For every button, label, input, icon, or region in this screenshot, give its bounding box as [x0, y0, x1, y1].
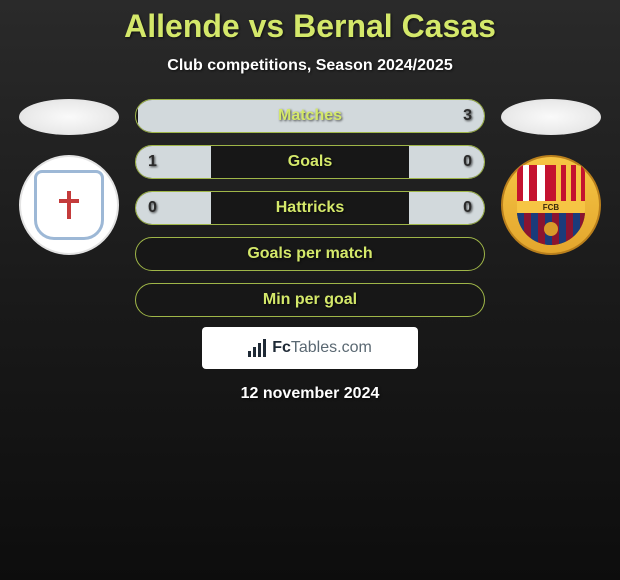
right-player-photo	[501, 99, 601, 135]
bars-icon	[248, 339, 266, 357]
left-player-column	[19, 99, 119, 255]
stat-bar: Min per goal	[135, 283, 485, 317]
stat-label: Min per goal	[263, 291, 357, 309]
right-player-column: FCB	[501, 99, 601, 255]
barca-shield-icon: FCB	[517, 165, 585, 245]
stat-bar: Goals per match	[135, 237, 485, 271]
stat-value-right: 0	[463, 199, 472, 217]
stats-column: Matches 3 Goals 1 0 Hattricks 0 0 Goals per matc…	[135, 99, 485, 317]
stat-fill-right	[409, 145, 485, 179]
stat-value-right: 0	[463, 153, 472, 171]
stat-value-left: 0	[148, 199, 157, 217]
stat-bar: Matches 3	[135, 99, 485, 133]
stat-value-left: 1	[148, 153, 157, 171]
left-player-photo	[19, 99, 119, 135]
stat-label: Goals per match	[247, 245, 372, 263]
celta-shield-icon	[34, 170, 104, 240]
stat-fill-left	[135, 145, 211, 179]
main-row: Matches 3 Goals 1 0 Hattricks 0 0 Goals per matc…	[0, 99, 620, 317]
page-title: Allende vs Bernal Casas	[0, 8, 620, 45]
brand-text: FcTables.com	[272, 339, 372, 357]
source-badge: FcTables.com	[202, 327, 418, 369]
stat-label: Goals	[288, 153, 332, 171]
celta-cross-icon	[59, 191, 79, 219]
stat-label: Hattricks	[276, 199, 344, 217]
date-line: 12 november 2024	[0, 385, 620, 403]
stat-label: Matches	[278, 107, 342, 125]
stat-fill-right	[409, 191, 485, 225]
brand-prefix: Fc	[272, 339, 291, 356]
page-subtitle: Club competitions, Season 2024/2025	[0, 57, 620, 75]
stat-value-right: 3	[463, 107, 472, 125]
brand-suffix: Tables.com	[291, 339, 372, 356]
stat-fill-left	[135, 191, 211, 225]
stat-bar: Hattricks 0 0	[135, 191, 485, 225]
comparison-card: Allende vs Bernal Casas Club competition…	[0, 0, 620, 403]
left-club-badge	[19, 155, 119, 255]
right-club-badge: FCB	[501, 155, 601, 255]
stat-bar: Goals 1 0	[135, 145, 485, 179]
